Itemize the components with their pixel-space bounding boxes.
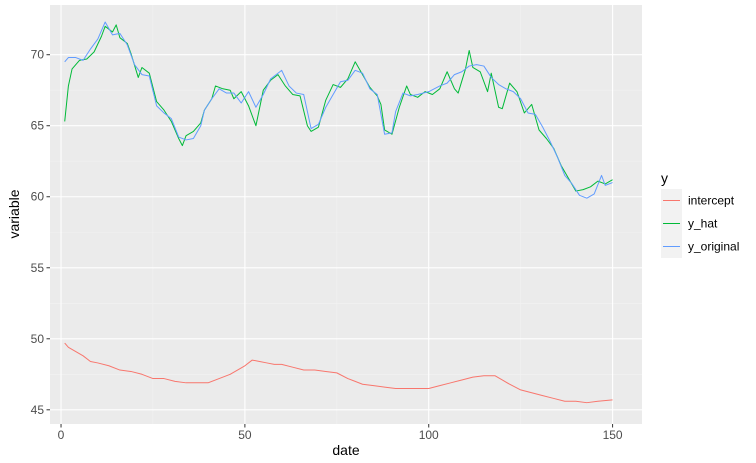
y-axis-title: variable: [6, 189, 22, 238]
x-tick-label: 100: [419, 428, 439, 442]
x-tick-label: 50: [238, 428, 252, 442]
y-tick-label: 60: [31, 190, 45, 204]
major-gridlines: [50, 5, 642, 424]
legend-label-intercept: intercept: [688, 194, 735, 208]
legend-title: y: [661, 170, 668, 186]
minor-gridlines: [50, 5, 642, 424]
legend-items: intercept y_hat y_original: [661, 189, 739, 258]
y-tick-label: 65: [31, 119, 45, 133]
x-axis-ticks: 0 50 100 150: [58, 424, 623, 442]
y-tick-label: 50: [31, 332, 45, 346]
x-tick-label: 0: [58, 428, 65, 442]
series-line-intercept: [64, 342, 613, 404]
y-tick-label: 45: [31, 403, 45, 417]
y-tick-label: 70: [31, 48, 45, 62]
legend: y intercept y_hat y_original: [661, 170, 739, 258]
y-axis-ticks: 45 50 55 60 65 70: [31, 48, 50, 417]
series-lines: [64, 21, 613, 404]
y-tick-label: 55: [31, 261, 45, 275]
x-axis-title: date: [332, 442, 359, 458]
series-line-y-original: [64, 21, 613, 199]
legend-label-y-hat: y_hat: [688, 217, 718, 231]
panel-background: [50, 5, 642, 424]
legend-label-y-original: y_original: [688, 240, 739, 254]
x-tick-label: 150: [603, 428, 623, 442]
series-line-y-hat: [64, 24, 613, 192]
